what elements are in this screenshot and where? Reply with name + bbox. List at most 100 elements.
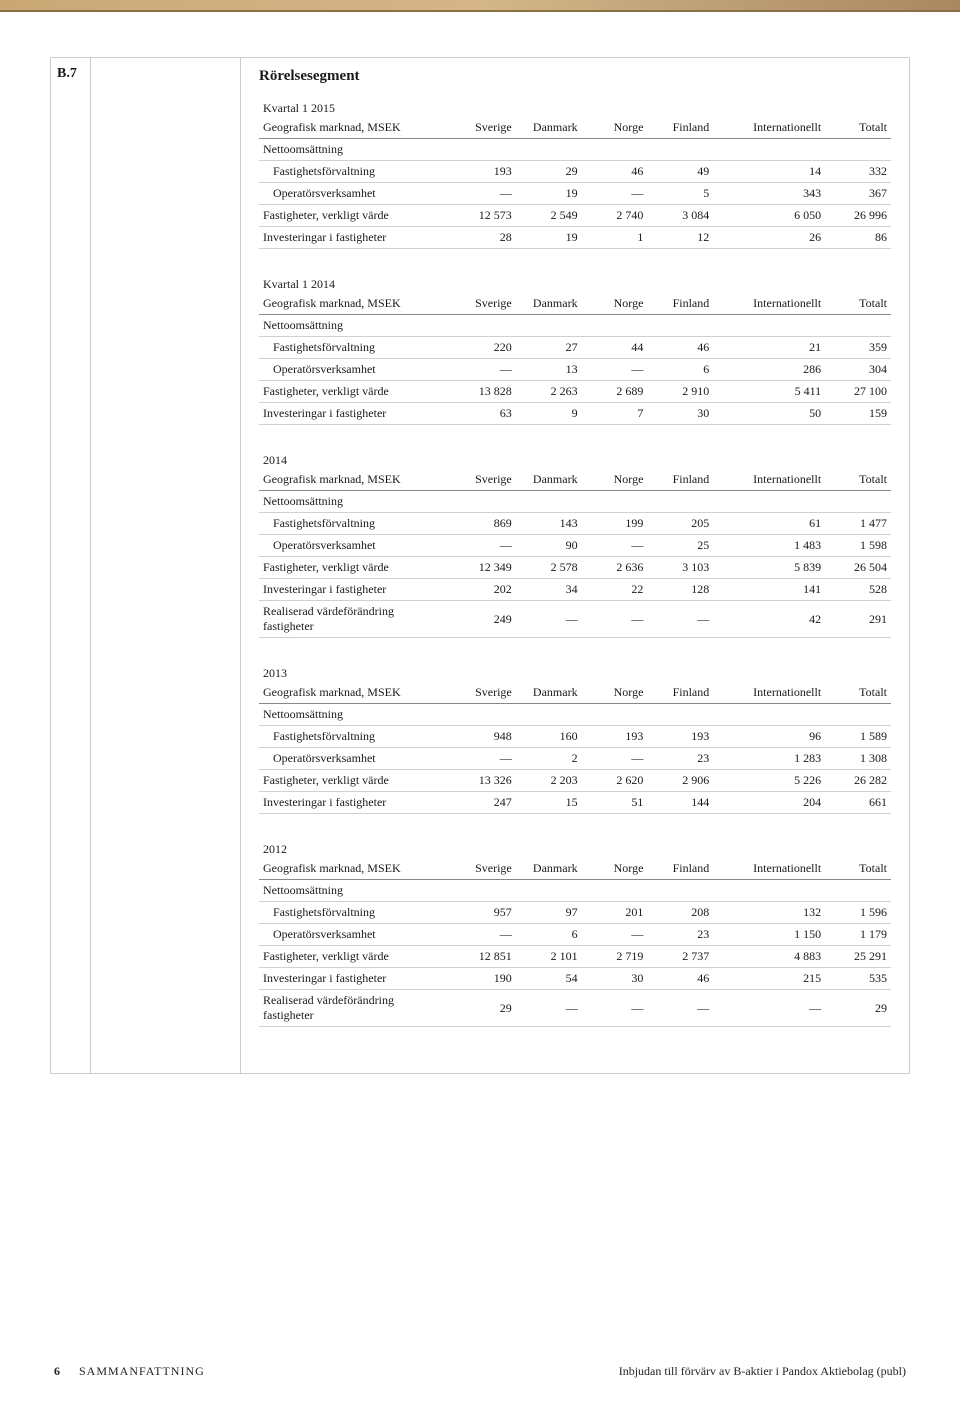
- row-value: 22: [582, 579, 648, 601]
- row-value: 143: [516, 513, 582, 535]
- row-value: 86: [825, 227, 891, 249]
- row-value: 2: [516, 748, 582, 770]
- row-value: 220: [450, 337, 516, 359]
- table-header-cell: Norge: [582, 469, 648, 491]
- table-header-cell: Norge: [582, 682, 648, 704]
- row-label: Realiserad värdeförändring fastigheter: [259, 990, 450, 1027]
- financial-table: Kvartal 1 2014Geografisk marknad, MSEKSv…: [259, 275, 891, 425]
- row-value: 2 549: [516, 205, 582, 227]
- row-label: Investeringar i fastigheter: [259, 792, 450, 814]
- row-value: 2 740: [582, 205, 648, 227]
- row-value: 343: [713, 183, 825, 205]
- table-header-cell: Sverige: [450, 117, 516, 139]
- row-label: Fastighetsförvaltning: [259, 161, 450, 183]
- table-period: 2013: [259, 664, 891, 682]
- table-row: Fastighetsförvaltning22027444621359: [259, 337, 891, 359]
- row-value: 957: [450, 902, 516, 924]
- financial-table: 2012Geografisk marknad, MSEKSverigeDanma…: [259, 840, 891, 1027]
- row-value: —: [713, 990, 825, 1027]
- table-period: Kvartal 1 2014: [259, 275, 891, 293]
- row-value: 332: [825, 161, 891, 183]
- table-row: Fastigheter, verkligt värde12 3492 5782 …: [259, 557, 891, 579]
- section-id: B.7: [51, 58, 91, 1073]
- table-period: Kvartal 1 2015: [259, 99, 891, 117]
- table-period: 2012: [259, 840, 891, 858]
- row-value: 205: [647, 513, 713, 535]
- row-value: 27 100: [825, 381, 891, 403]
- row-label: Investeringar i fastigheter: [259, 968, 450, 990]
- row-label: Investeringar i fastigheter: [259, 579, 450, 601]
- table-header-cell: Finland: [647, 293, 713, 315]
- row-value: 1 150: [713, 924, 825, 946]
- row-value: 5 411: [713, 381, 825, 403]
- table-header-cell: Sverige: [450, 858, 516, 880]
- row-value: 30: [647, 403, 713, 425]
- row-value: 23: [647, 924, 713, 946]
- row-value: 12: [647, 227, 713, 249]
- row-label: Realiserad värdeförändring fastigheter: [259, 601, 450, 638]
- row-value: 28: [450, 227, 516, 249]
- row-value: 1 598: [825, 535, 891, 557]
- row-label: Fastigheter, verkligt värde: [259, 770, 450, 792]
- row-value: 3 103: [647, 557, 713, 579]
- table-subhead: Nettoomsättning: [259, 491, 450, 513]
- row-value: 193: [450, 161, 516, 183]
- table-row: Investeringar i fastigheter2471551144204…: [259, 792, 891, 814]
- tables-host: Kvartal 1 2015 Geografisk marknad, MSEK Sv…: [259, 99, 891, 1027]
- row-value: 26 996: [825, 205, 891, 227]
- table-row: Fastigheter, verkligt värde13 3262 2032 …: [259, 770, 891, 792]
- row-value: 26 504: [825, 557, 891, 579]
- row-value: 12 573: [450, 205, 516, 227]
- row-value: 2 906: [647, 770, 713, 792]
- row-value: 29: [516, 161, 582, 183]
- row-value: —: [450, 748, 516, 770]
- financial-table: Kvartal 1 2015Geografisk marknad, MSEKSv…: [259, 99, 891, 249]
- table-header-cell: Totalt: [825, 858, 891, 880]
- row-value: 249: [450, 601, 516, 638]
- row-value: 291: [825, 601, 891, 638]
- row-value: 13: [516, 359, 582, 381]
- table-header-cell: Internationellt: [713, 682, 825, 704]
- table-subhead: Nettoomsättning: [259, 704, 450, 726]
- row-value: 63: [450, 403, 516, 425]
- row-value: 12 851: [450, 946, 516, 968]
- row-value: 27: [516, 337, 582, 359]
- table-header-cell: Internationellt: [713, 117, 825, 139]
- row-value: 2 101: [516, 946, 582, 968]
- table-period: 2014: [259, 451, 891, 469]
- row-value: 6: [647, 359, 713, 381]
- table-row: Fastighetsförvaltning948160193193961 589: [259, 726, 891, 748]
- row-label: Operatörsverksamhet: [259, 359, 450, 381]
- row-value: 1 596: [825, 902, 891, 924]
- row-value: 869: [450, 513, 516, 535]
- row-value: 61: [713, 513, 825, 535]
- row-value: 193: [582, 726, 648, 748]
- row-value: 304: [825, 359, 891, 381]
- row-value: 535: [825, 968, 891, 990]
- row-value: 1 308: [825, 748, 891, 770]
- row-value: 215: [713, 968, 825, 990]
- row-value: 25 291: [825, 946, 891, 968]
- row-value: 199: [582, 513, 648, 535]
- table-header-cell: Totalt: [825, 682, 891, 704]
- table-header-cell: Geografisk marknad, MSEK: [259, 682, 450, 704]
- row-value: 2 910: [647, 381, 713, 403]
- row-value: 367: [825, 183, 891, 205]
- row-value: 528: [825, 579, 891, 601]
- table-row: Operatörsverksamhet—2—231 2831 308: [259, 748, 891, 770]
- row-value: 1 179: [825, 924, 891, 946]
- table-subhead: Nettoomsättning: [259, 315, 450, 337]
- row-value: 159: [825, 403, 891, 425]
- page-content: B.7 Rörelsesegment Kvartal 1 2015Geograf…: [0, 12, 960, 1409]
- table-subhead: Nettoomsättning: [259, 880, 450, 902]
- row-label: Fastigheter, verkligt värde: [259, 946, 450, 968]
- row-value: 2 689: [582, 381, 648, 403]
- row-label: Investeringar i fastigheter: [259, 227, 450, 249]
- row-value: 359: [825, 337, 891, 359]
- row-value: 1 483: [713, 535, 825, 557]
- row-value: 1: [582, 227, 648, 249]
- table-header-cell: Danmark: [516, 682, 582, 704]
- row-value: —: [450, 183, 516, 205]
- row-value: 30: [582, 968, 648, 990]
- row-value: 5 226: [713, 770, 825, 792]
